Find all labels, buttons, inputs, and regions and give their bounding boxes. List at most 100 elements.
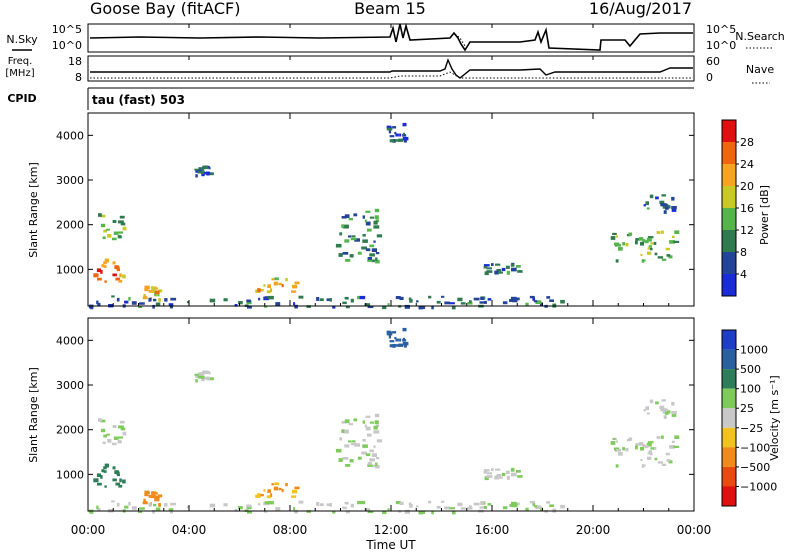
velocity-cell (138, 511, 143, 513)
power-cell (143, 293, 146, 297)
velocity-cell (102, 441, 106, 445)
velocity-cell (667, 410, 671, 414)
velocity-cell (402, 337, 405, 340)
power-cell (517, 270, 523, 273)
power-cell (502, 301, 508, 305)
velocity-cell (158, 494, 163, 498)
power-cell (480, 296, 485, 300)
velocity-cell (375, 462, 378, 466)
velocity-cell (365, 426, 371, 431)
velocity-cell (350, 503, 354, 508)
velocity-colorbar-tick-label: −25 (740, 422, 763, 435)
power-cell (660, 230, 664, 234)
velocity-cell (402, 339, 407, 342)
power-cell (615, 235, 618, 238)
velocity-cell (349, 459, 354, 463)
power-cell (281, 283, 284, 288)
velocity-cell (622, 447, 625, 451)
power-cell (610, 236, 616, 240)
power-cell (263, 284, 266, 287)
velocity-cell (386, 330, 392, 333)
power-cell (501, 267, 506, 272)
power-cell (373, 225, 380, 229)
power-cell (613, 232, 616, 235)
noise-sky-line (89, 22, 693, 52)
velocity-cell (335, 448, 342, 453)
power-cell (497, 271, 503, 274)
power-colorbar-tick-label: 8 (740, 246, 747, 259)
power-cell (362, 215, 365, 219)
velocity-cell (663, 415, 667, 419)
velocity-cell (674, 435, 680, 439)
power-cell (373, 240, 376, 243)
y-tick-label: 2000 (56, 424, 84, 437)
velocity-cell (354, 443, 360, 447)
velocity-cell (200, 373, 205, 376)
velocity-colorbar-segment (722, 408, 736, 428)
power-cell (104, 258, 109, 263)
power-cell (152, 286, 157, 290)
velocity-colorbar: 1000 500 100 25 −25 −100 −500 −1000 (721, 329, 777, 507)
power-cell (441, 295, 445, 298)
power-cell (516, 265, 521, 268)
velocity-cell (206, 376, 210, 381)
velocity-cell (357, 500, 360, 505)
freq-panel: Freq. [MHz] 18 8 60 0 Nave (5, 55, 774, 84)
power-cell (107, 234, 112, 238)
power-cell (124, 300, 129, 304)
velocity-cell (441, 500, 445, 503)
power-cell (319, 298, 324, 301)
velocity-cell (128, 501, 131, 506)
velocity-cell (362, 439, 366, 442)
power-cell (246, 300, 252, 305)
power-scatter (88, 122, 680, 310)
velocity-cell (208, 377, 214, 381)
power-cell (640, 253, 643, 256)
power-cell (516, 297, 520, 301)
power-cell (234, 304, 238, 307)
velocity-cell (469, 505, 472, 508)
velocity-cell (116, 471, 120, 475)
velocity-cell (223, 503, 228, 507)
power-cell (348, 217, 353, 221)
velocity-cell (367, 462, 372, 465)
power-cell (153, 298, 157, 302)
velocity-cell (386, 331, 393, 336)
y-tick-label: 1000 (56, 263, 84, 276)
velocity-cell (339, 437, 343, 441)
power-cell (399, 296, 404, 300)
power-cell (357, 295, 360, 300)
power-cell (339, 232, 343, 236)
power-cell (148, 289, 154, 293)
velocity-cell (510, 503, 515, 507)
velocity-cell (650, 447, 654, 450)
power-cell (638, 237, 644, 241)
power-cell (112, 261, 116, 265)
velocity-cell (486, 475, 493, 478)
velocity-cell (467, 506, 473, 510)
power-cell (491, 263, 494, 266)
power-cell (294, 281, 300, 285)
velocity-cell (371, 453, 377, 457)
power-cell (535, 300, 542, 304)
power-cell (373, 220, 378, 225)
power-cell (622, 242, 625, 246)
velocity-cell (387, 508, 390, 511)
velocity-cell (656, 436, 661, 439)
power-colorbar-segment (722, 230, 736, 252)
velocity-cell (647, 452, 651, 455)
velocity-cell (362, 444, 368, 448)
velocity-cell (511, 472, 517, 477)
velocity-cell (649, 452, 653, 456)
power-cell (649, 247, 653, 251)
power-cell (341, 224, 345, 228)
velocity-cell (618, 451, 623, 456)
velocity-cell (246, 505, 252, 510)
power-cell (409, 298, 413, 303)
velocity-cell (376, 439, 383, 443)
power-cell (273, 281, 279, 286)
noise-right-tick-top: 10^5 (706, 23, 736, 36)
power-cell (344, 239, 350, 243)
velocity-cell (546, 501, 551, 504)
